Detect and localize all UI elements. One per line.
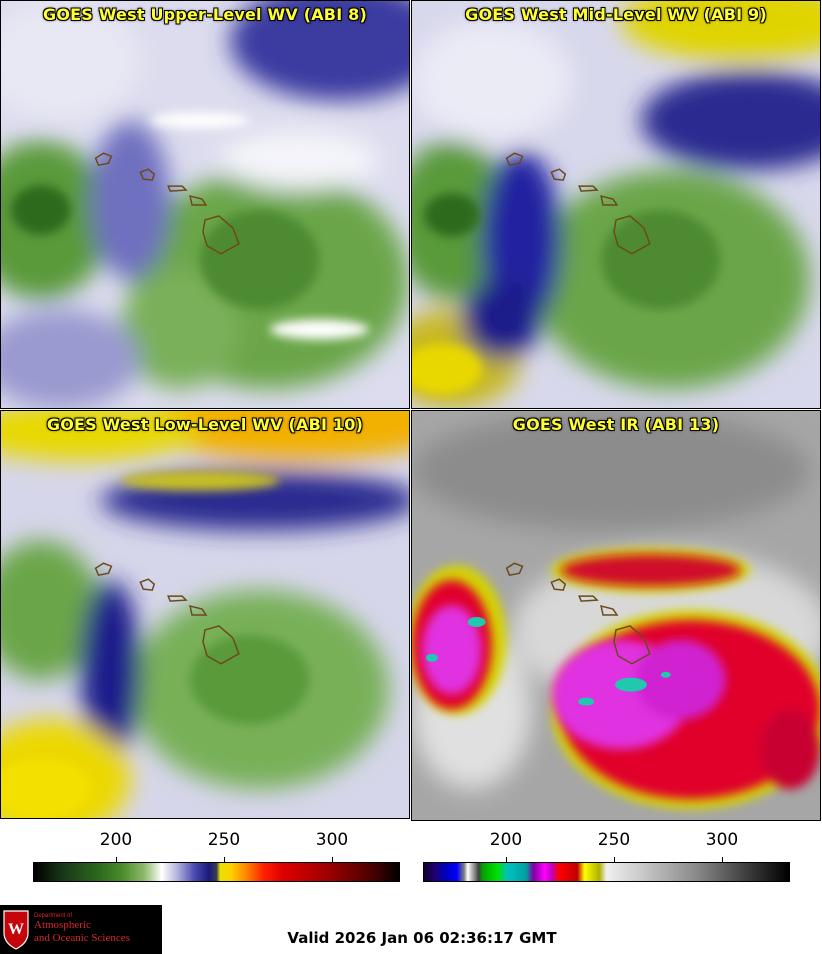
ir-panel: GOES West IR (ABI 13)	[411, 410, 821, 821]
colorbar-tick-mark	[224, 857, 225, 862]
wv-colorbar: 200 250 300	[26, 826, 406, 886]
colorbar-tick-label: 300	[315, 830, 349, 850]
uw-crest-icon: W	[3, 910, 29, 950]
upper-level-wv-panel: GOES West Upper-Level WV (ABI 8)	[0, 0, 410, 409]
ir-colorbar-strip	[423, 862, 790, 882]
valid-time: Valid 2026 Jan 06 02:36:17 GMT	[287, 929, 557, 947]
ir-image	[412, 411, 820, 820]
logo-line-2: Atmospheric	[34, 919, 91, 931]
mid-level-wv-panel: GOES West Mid-Level WV (ABI 9)	[411, 0, 821, 409]
colorbar-tick-mark	[614, 857, 615, 862]
panel-title: GOES West Mid-Level WV (ABI 9)	[465, 5, 767, 24]
panel-title: GOES West Upper-Level WV (ABI 8)	[43, 5, 367, 24]
colorbar-tick-label: 200	[489, 830, 523, 850]
wv-colorbar-strip	[33, 862, 400, 882]
upper-level-wv-image	[1, 1, 409, 408]
logo-line-1: Department of	[34, 913, 73, 919]
colorbar-tick-mark	[116, 857, 117, 862]
colorbar-tick-label: 200	[99, 830, 133, 850]
mid-level-wv-image	[412, 1, 820, 408]
low-level-wv-panel: GOES West Low-Level WV (ABI 10)	[0, 410, 410, 819]
colorbar-tick-mark	[332, 857, 333, 862]
colorbar-tick-label: 250	[207, 830, 241, 850]
ir-colorbar: 200 250 300	[416, 826, 796, 886]
low-level-wv-image	[1, 411, 409, 818]
aos-logo: W Department of Atmospheric and Oceanic …	[0, 905, 162, 954]
svg-text:W: W	[8, 921, 24, 938]
panel-title: GOES West IR (ABI 13)	[512, 415, 720, 434]
panel-title: GOES West Low-Level WV (ABI 10)	[46, 415, 364, 434]
logo-line-3: and Oceanic Sciences	[34, 932, 130, 944]
colorbar-tick-label: 250	[597, 830, 631, 850]
colorbar-tick-mark	[722, 857, 723, 862]
colorbar-tick-mark	[506, 857, 507, 862]
colorbar-tick-label: 300	[705, 830, 739, 850]
